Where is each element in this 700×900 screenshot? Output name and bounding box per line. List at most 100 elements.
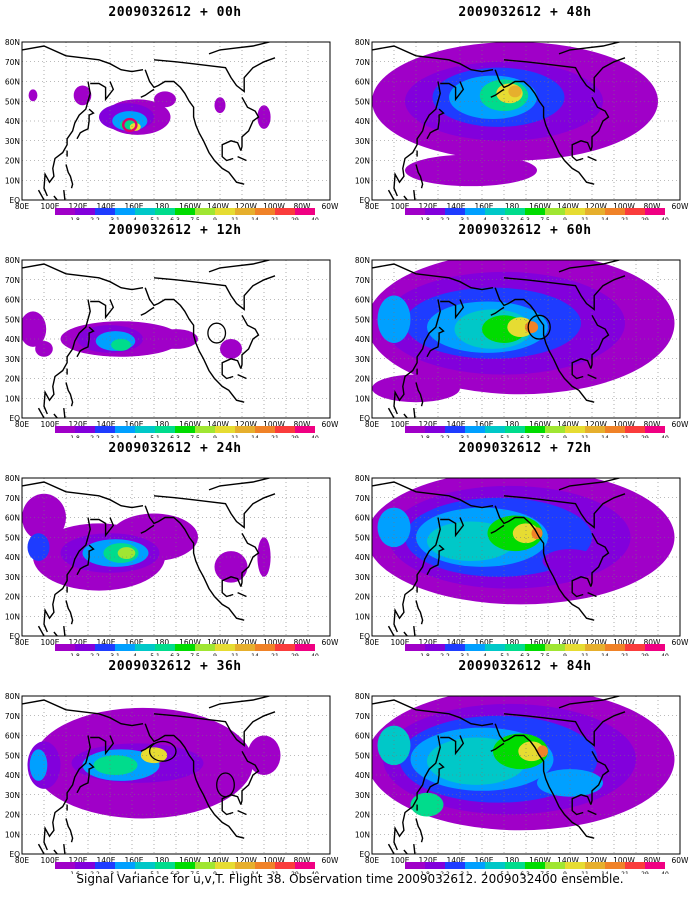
coastline (37, 625, 45, 636)
variance-contour (93, 755, 138, 775)
x-tick-label: 160W (529, 638, 551, 647)
legend-level-label: 29 (641, 435, 649, 438)
legend-swatch (95, 426, 115, 433)
legend-swatch (175, 208, 195, 215)
coastline (140, 306, 155, 316)
coastline (490, 524, 505, 534)
coastline (571, 794, 592, 816)
coastline (494, 69, 595, 185)
y-tick-label: 60N (5, 732, 20, 741)
variance-contour (537, 769, 603, 797)
x-tick-label: 160E (474, 638, 493, 647)
legend-level-label: 7.5 (540, 653, 550, 656)
legend-level-label: 29 (291, 653, 299, 656)
legend-level-label: 1.8 (70, 217, 80, 220)
x-tick-label: 80W (644, 856, 662, 865)
x-tick-label: 140W (207, 202, 229, 211)
coastline (490, 88, 505, 98)
x-tick-label: 120W (585, 420, 607, 429)
panel-60h: 2009032612 + 60h 80N 70N 60N 50N 40N 30N 20N 10… (355, 223, 695, 438)
coastline (393, 735, 441, 851)
legend-level-label: 9 (563, 435, 567, 438)
legend-swatch (235, 426, 255, 433)
y-tick-label: 10N (355, 394, 370, 403)
coastline (393, 299, 441, 415)
x-tick-label: 140W (207, 420, 229, 429)
y-tick-label: 60N (355, 514, 370, 523)
coastline (403, 413, 408, 418)
coastline (208, 696, 270, 709)
variance-contour (220, 339, 242, 359)
legend-level-label: 21 (621, 435, 629, 438)
legend-swatch (215, 426, 235, 433)
legend-swatch (545, 426, 565, 433)
y-tick-label: 50N (5, 97, 20, 106)
coastline (237, 591, 247, 598)
coastline (37, 189, 45, 200)
x-tick-label: 160W (179, 202, 201, 211)
coastline (571, 358, 592, 380)
legend-swatch (295, 208, 315, 215)
y-tick-label: EQ (9, 414, 20, 423)
coastline (387, 189, 395, 200)
x-tick-label: 160E (474, 420, 493, 429)
coastline (590, 314, 610, 369)
legend-swatch (405, 208, 425, 215)
x-tick-label: 140W (557, 856, 579, 865)
coastline (372, 481, 494, 509)
legend-level-label: 3.1 (460, 653, 470, 656)
y-tick-label: 70N (355, 276, 370, 285)
x-tick-label: 120E (68, 202, 87, 211)
legend-swatch (75, 426, 95, 433)
x-tick-label: 180 (155, 202, 170, 211)
legend-swatch (405, 426, 425, 433)
legend-level-label: 14 (251, 871, 259, 874)
variance-contour (28, 89, 38, 102)
y-tick-label: 10N (5, 612, 20, 621)
legend-swatch (645, 426, 665, 433)
legend-swatch (625, 426, 645, 433)
x-tick-label: 80E (365, 202, 380, 211)
coastline (590, 532, 610, 587)
coastline (426, 326, 445, 358)
legend-swatch (605, 426, 625, 433)
legend-level-label: 9 (213, 871, 217, 874)
coastline (440, 299, 465, 320)
variance-contour (247, 735, 281, 775)
x-tick-label: 180 (155, 856, 170, 865)
coastline (494, 723, 595, 839)
x-tick-label: 100W (263, 420, 285, 429)
y-tick-label: 40N (5, 771, 20, 780)
legend-level-label: 4 (133, 653, 137, 656)
coastline (413, 408, 416, 418)
legend-level-label: 29 (641, 217, 649, 220)
panel-title: 2009032612 + 24h (108, 441, 242, 456)
coastline (37, 843, 45, 854)
legend-swatch (175, 426, 195, 433)
x-tick-label: 140W (207, 638, 229, 647)
legend-level-label: 2.2 (440, 653, 450, 656)
legend-swatch (425, 644, 445, 651)
coastline (440, 517, 465, 538)
legend-level-label: 9 (213, 217, 217, 220)
coastline (587, 809, 597, 816)
legend-swatch (585, 208, 605, 215)
y-tick-label: 70N (355, 494, 370, 503)
coastline (237, 373, 247, 380)
y-tick-label: 10N (5, 394, 20, 403)
legend-level-label: 1.8 (420, 653, 430, 656)
legend-swatch (425, 862, 445, 869)
legend-level-label: 21 (621, 871, 629, 874)
y-tick-label: 70N (355, 58, 370, 67)
y-tick-label: 70N (5, 276, 20, 285)
target-circle (148, 740, 177, 762)
legend-swatch (485, 426, 505, 433)
coastline (221, 794, 242, 816)
variance-contour (214, 551, 248, 583)
legend-swatch (295, 862, 315, 869)
legend-level-label: 1.8 (70, 435, 80, 438)
legend-level-label: 7.5 (540, 871, 550, 874)
